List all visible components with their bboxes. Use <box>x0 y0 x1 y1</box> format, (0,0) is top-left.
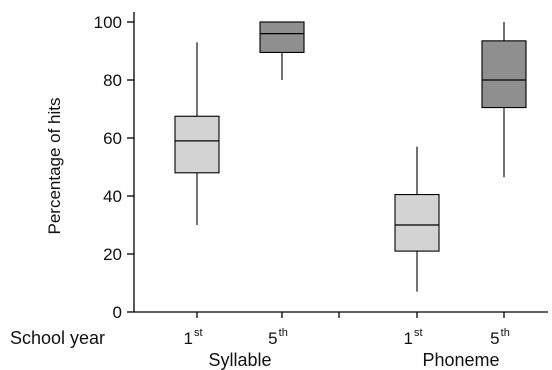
school-year-label: School year <box>10 328 105 348</box>
box-iqr <box>481 40 527 109</box>
y-tick-label-40: 40 <box>103 187 122 206</box>
group-label-phoneme: Phoneme <box>422 350 499 370</box>
y-tick-label-100: 100 <box>94 13 122 32</box>
x-tick-label-phoneme-1st: 1st <box>403 327 422 348</box>
box-iqr <box>394 194 440 252</box>
box-phoneme-5th <box>481 22 527 178</box>
x-tick-label-syllable-5th: 5th <box>268 327 288 348</box>
box-syllable-1st <box>174 42 220 225</box>
box-phoneme-1st <box>394 146 440 292</box>
y-tick-label-20: 20 <box>103 245 122 264</box>
axes <box>133 12 548 313</box>
x-tick-label-syllable-1st: 1st <box>183 327 202 348</box>
y-tick-label-60: 60 <box>103 129 122 148</box>
y-tick-label-0: 0 <box>113 303 122 322</box>
group-labels: Syllable Phoneme <box>208 350 499 370</box>
box-syllable-5th <box>259 21 305 80</box>
group-label-syllable: Syllable <box>208 350 271 370</box>
boxes <box>174 21 527 292</box>
x-tick-label-phoneme-5th: 5th <box>490 327 510 348</box>
y-axis-label: Percentage of hits <box>45 97 64 234</box>
box-iqr <box>174 115 220 174</box>
y-tick-label-80: 80 <box>103 71 122 90</box>
x-ticks: 1st 5th 1st 5th <box>183 312 510 348</box>
box-iqr <box>259 21 305 54</box>
y-ticks: 0 20 40 60 80 100 <box>94 13 134 322</box>
